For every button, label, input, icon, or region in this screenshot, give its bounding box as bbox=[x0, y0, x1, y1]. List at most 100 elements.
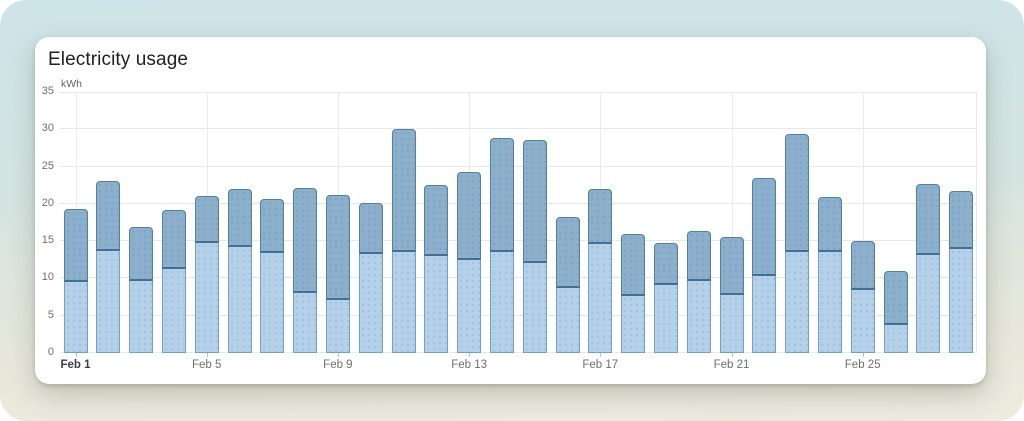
bar-feb-2-light-segment bbox=[96, 250, 121, 353]
bar-feb-22-light-segment bbox=[752, 276, 777, 353]
bar-feb-9-dark-segment bbox=[325, 194, 350, 301]
bar-feb-13[interactable] bbox=[457, 171, 482, 353]
bar-feb-10[interactable] bbox=[358, 203, 383, 353]
bar-feb-9[interactable] bbox=[325, 194, 350, 353]
gridline-y-30 bbox=[60, 128, 976, 130]
bar-feb-4[interactable] bbox=[161, 209, 186, 353]
bar-feb-11-dark-segment bbox=[391, 128, 416, 252]
bar-feb-20[interactable] bbox=[686, 230, 711, 353]
bar-feb-10-dark-segment bbox=[358, 203, 383, 254]
bar-feb-28-light-segment bbox=[949, 248, 974, 353]
bar-feb-25-dark-segment bbox=[850, 241, 875, 291]
bar-feb-22[interactable] bbox=[752, 177, 777, 353]
bar-feb-12[interactable] bbox=[424, 185, 449, 353]
bar-feb-3[interactable] bbox=[129, 227, 154, 353]
bar-feb-12-light-segment bbox=[424, 256, 449, 353]
bar-feb-14-light-segment bbox=[489, 251, 514, 353]
bar-feb-18-light-segment bbox=[621, 296, 646, 353]
bar-feb-26-light-segment bbox=[883, 325, 908, 353]
bar-feb-14[interactable] bbox=[489, 138, 514, 353]
y-axis-unit-label: kWh bbox=[61, 78, 82, 90]
x-tick-label-feb-1: Feb 1 bbox=[60, 359, 91, 371]
bar-feb-5[interactable] bbox=[194, 195, 219, 353]
bar-feb-13-dark-segment bbox=[457, 171, 482, 260]
x-tick-label-feb-17: Feb 17 bbox=[582, 359, 619, 371]
bar-feb-16-dark-segment bbox=[555, 216, 580, 289]
bar-feb-14-dark-segment bbox=[489, 138, 514, 252]
bar-feb-8-light-segment bbox=[293, 293, 318, 353]
plot-area: kWh 0 5 10 15 20 25 30 35 Feb 1 Feb 5 Feb 9 Feb 13 F… bbox=[42, 78, 977, 371]
bar-feb-15-light-segment bbox=[522, 262, 547, 353]
bar-feb-27-dark-segment bbox=[916, 184, 941, 256]
bar-feb-8-dark-segment bbox=[293, 188, 318, 294]
bar-feb-20-dark-segment bbox=[686, 230, 711, 281]
bar-feb-4-light-segment bbox=[161, 268, 186, 353]
bar-feb-3-light-segment bbox=[129, 281, 154, 353]
bar-feb-7-dark-segment bbox=[260, 198, 285, 254]
x-tick-mark-7 bbox=[862, 353, 864, 357]
x-tick-label-feb-5: Feb 5 bbox=[191, 359, 222, 371]
x-tick-mark-4 bbox=[469, 353, 471, 357]
bar-feb-23[interactable] bbox=[785, 133, 810, 353]
bar-feb-24-light-segment bbox=[817, 251, 842, 353]
bar-feb-1-dark-segment bbox=[63, 209, 88, 283]
bar-feb-20-light-segment bbox=[686, 280, 711, 353]
bar-feb-9-light-segment bbox=[325, 300, 350, 353]
bar-feb-23-dark-segment bbox=[785, 133, 810, 252]
bar-feb-17[interactable] bbox=[588, 188, 613, 353]
bar-feb-7[interactable] bbox=[260, 198, 285, 353]
gridline-y-10 bbox=[60, 277, 976, 279]
bar-feb-27-light-segment bbox=[916, 255, 941, 353]
bar-feb-16[interactable] bbox=[555, 216, 580, 353]
bar-feb-18[interactable] bbox=[621, 233, 646, 353]
x-tick-label-feb-25: Feb 25 bbox=[844, 359, 881, 371]
x-tick-mark-1 bbox=[75, 353, 77, 357]
bar-feb-25-light-segment bbox=[850, 290, 875, 353]
bar-feb-18-dark-segment bbox=[621, 233, 646, 297]
bar-feb-19-light-segment bbox=[653, 285, 678, 353]
gridline-y-25 bbox=[60, 165, 976, 167]
x-tick-label-feb-13: Feb 13 bbox=[451, 359, 487, 371]
y-tick-label-20: 20 bbox=[41, 196, 54, 209]
y-tick-label-0: 0 bbox=[47, 346, 54, 358]
x-tick-label-feb-9: Feb 9 bbox=[323, 359, 353, 371]
bar-feb-24[interactable] bbox=[817, 197, 842, 353]
bar-feb-28[interactable] bbox=[949, 191, 974, 353]
bar-feb-15[interactable] bbox=[522, 139, 547, 353]
bar-feb-3-dark-segment bbox=[129, 227, 154, 282]
bar-feb-17-light-segment bbox=[588, 244, 613, 353]
bar-feb-24-dark-segment bbox=[817, 197, 842, 252]
bar-feb-11[interactable] bbox=[391, 128, 416, 353]
bar-feb-27[interactable] bbox=[916, 184, 941, 353]
x-tick-mark-2 bbox=[206, 353, 208, 357]
bar-feb-7-light-segment bbox=[260, 253, 285, 353]
bar-feb-6[interactable] bbox=[227, 188, 252, 353]
bar-feb-2[interactable] bbox=[96, 180, 121, 353]
bar-feb-26[interactable] bbox=[883, 271, 908, 353]
bar-feb-8[interactable] bbox=[293, 188, 318, 353]
bar-feb-15-dark-segment bbox=[522, 139, 547, 263]
y-tick-label-5: 5 bbox=[47, 308, 54, 321]
gridline-x-feb-21 bbox=[731, 92, 733, 353]
bar-feb-12-dark-segment bbox=[424, 185, 449, 257]
bar-feb-17-dark-segment bbox=[588, 188, 613, 245]
bar-feb-26-dark-segment bbox=[883, 271, 908, 326]
bar-feb-19-dark-segment bbox=[653, 242, 678, 286]
bar-feb-21-dark-segment bbox=[719, 236, 744, 295]
bar-feb-10-light-segment bbox=[358, 253, 383, 353]
gridline-y-35 bbox=[60, 92, 976, 93]
bar-feb-21-light-segment bbox=[719, 294, 744, 353]
y-tick-label-25: 25 bbox=[41, 159, 54, 172]
gridline-x-feb-25 bbox=[862, 92, 864, 353]
y-tick-label-10: 10 bbox=[41, 271, 54, 284]
bar-feb-25[interactable] bbox=[850, 241, 875, 353]
bar-feb-21[interactable] bbox=[719, 236, 744, 353]
bar-feb-1[interactable] bbox=[63, 209, 88, 353]
bar-feb-13-light-segment bbox=[457, 259, 482, 353]
x-tick-mark-3 bbox=[337, 353, 339, 357]
bar-feb-6-dark-segment bbox=[227, 188, 252, 248]
y-tick-label-15: 15 bbox=[41, 234, 54, 247]
bar-feb-1-light-segment bbox=[63, 282, 88, 353]
gridline-y-15 bbox=[60, 240, 976, 242]
bar-feb-19[interactable] bbox=[653, 242, 678, 353]
